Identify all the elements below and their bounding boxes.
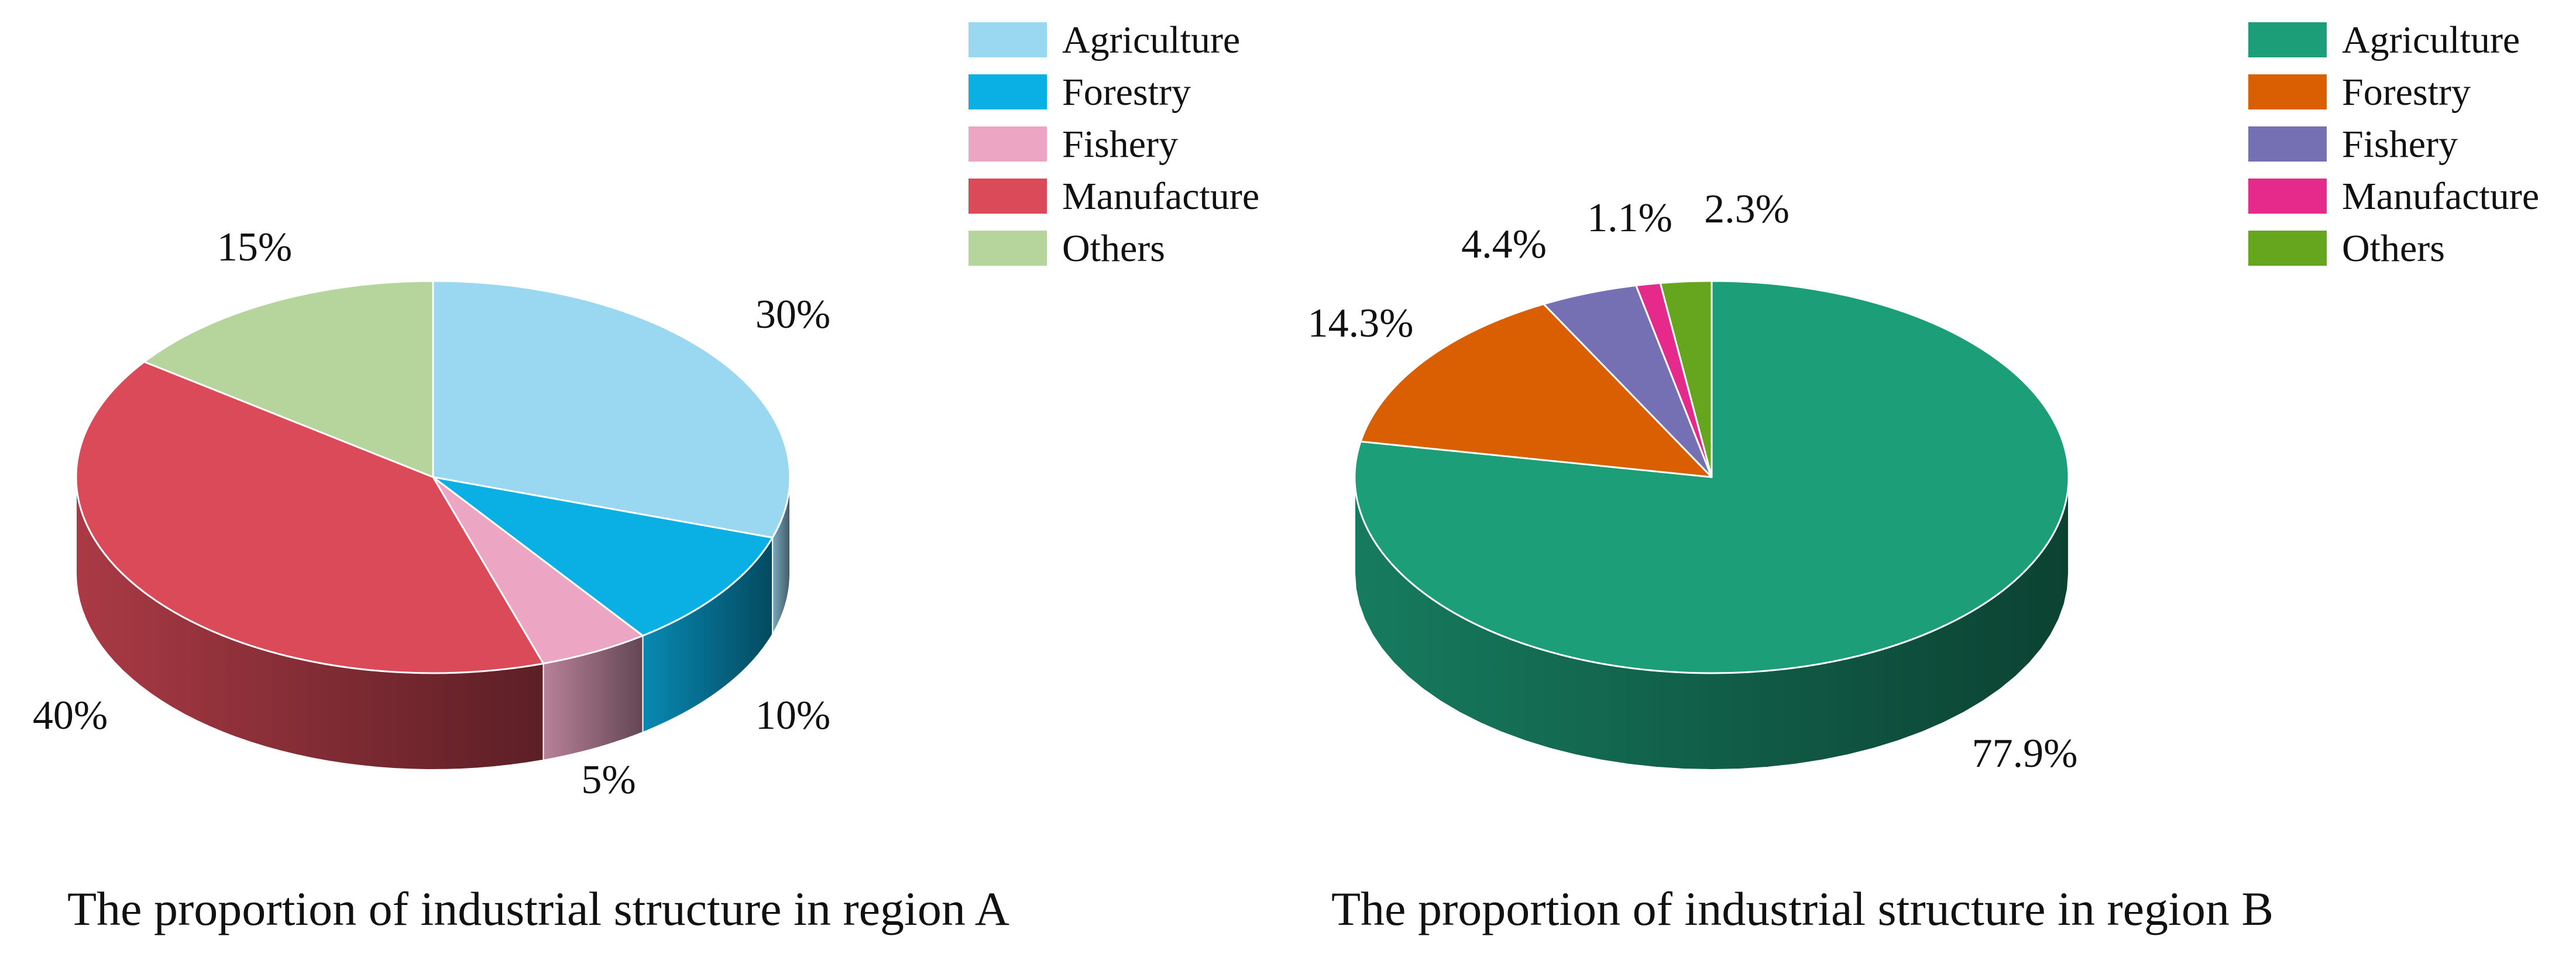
pie-slice-others	[143, 280, 434, 478]
legend-label-manufacture: Manufacture	[1062, 175, 1259, 218]
legend-swatch-agriculture	[2248, 22, 2327, 57]
slice-label-fishery: 5%	[581, 757, 636, 803]
legend-swatch-others	[2248, 231, 2327, 266]
legend-swatch-fishery	[968, 126, 1047, 162]
legend-item-agriculture: Agriculture	[2248, 19, 2520, 61]
legend-label-others: Others	[1062, 227, 1165, 270]
slice-labels: 30% 10% 5% 40% 15%	[33, 225, 830, 803]
legend-item-manufacture: Manufacture	[968, 175, 1259, 218]
slice-label-others: 15%	[217, 225, 292, 270]
legend-label-agriculture: Agriculture	[2342, 19, 2520, 61]
chart-title-region-b: The proportion of industrial structure i…	[1331, 882, 2273, 935]
legend-label-manufacture: Manufacture	[2342, 175, 2539, 218]
slice-label-fishery: 4.4%	[1461, 222, 1547, 267]
slice-labels: 77.9% 14.3% 4.4% 1.1% 2.3%	[1308, 187, 2078, 776]
legend-region-a: Agriculture Forestry Fishery Manufacture Oth…	[968, 19, 1259, 270]
pie-slice-manufacture	[75, 361, 544, 674]
legend-item-fishery: Fishery	[968, 123, 1178, 166]
legend-swatch-manufacture	[968, 179, 1047, 214]
legend-swatch-forestry	[2248, 74, 2327, 109]
legend-swatch-others	[968, 231, 1047, 266]
slice-label-manufacture: 1.1%	[1587, 196, 1672, 241]
pie-slice-forestry	[1359, 303, 1713, 478]
pie-slice-fishery	[1543, 284, 1713, 478]
legend-item-fishery: Fishery	[2248, 123, 2458, 166]
legend-swatch-fishery	[2248, 126, 2327, 162]
legend-item-others: Others	[2248, 227, 2445, 270]
legend-region-b: Agriculture Forestry Fishery Manufacture Oth…	[2248, 19, 2539, 270]
slice-label-manufacture: 40%	[33, 693, 108, 738]
legend-item-forestry: Forestry	[2248, 71, 2471, 114]
pie-slice-others	[1659, 280, 1713, 478]
legend-swatch-manufacture	[2248, 179, 2327, 214]
legend-swatch-forestry	[968, 74, 1047, 109]
legend-swatch-agriculture	[968, 22, 1047, 57]
chart-title-region-a: The proportion of industrial structure i…	[67, 882, 1009, 935]
pie-top	[1354, 280, 2070, 674]
slice-label-others: 2.3%	[1704, 187, 1790, 232]
pie-side-walls	[75, 476, 791, 771]
legend-item-agriculture: Agriculture	[968, 19, 1240, 61]
legend-item-manufacture: Manufacture	[2248, 175, 2539, 218]
legend-label-fishery: Fishery	[2342, 123, 2458, 166]
pie-slice-fishery	[432, 476, 644, 665]
legend-label-fishery: Fishery	[1062, 123, 1178, 166]
pie-slice-forestry	[432, 476, 774, 637]
pie-top	[75, 280, 791, 674]
legend-label-forestry: Forestry	[1062, 71, 1191, 114]
legend-item-forestry: Forestry	[968, 71, 1191, 114]
legend-label-forestry: Forestry	[2342, 71, 2471, 114]
legend-label-others: Others	[2342, 227, 2445, 270]
pie-chart-region-b: 77.9% 14.3% 4.4% 1.1% 2.3%	[1308, 187, 2078, 776]
slice-label-agriculture: 77.9%	[1972, 731, 2078, 776]
legend-item-others: Others	[968, 227, 1165, 270]
pie-chart-region-a: 30% 10% 5% 40% 15%	[33, 225, 830, 803]
slice-label-forestry: 14.3%	[1308, 301, 1414, 346]
slice-label-agriculture: 30%	[755, 292, 830, 337]
legend-label-agriculture: Agriculture	[1062, 19, 1240, 61]
slice-label-forestry: 10%	[755, 693, 830, 738]
pie-slice-agriculture	[432, 280, 791, 539]
